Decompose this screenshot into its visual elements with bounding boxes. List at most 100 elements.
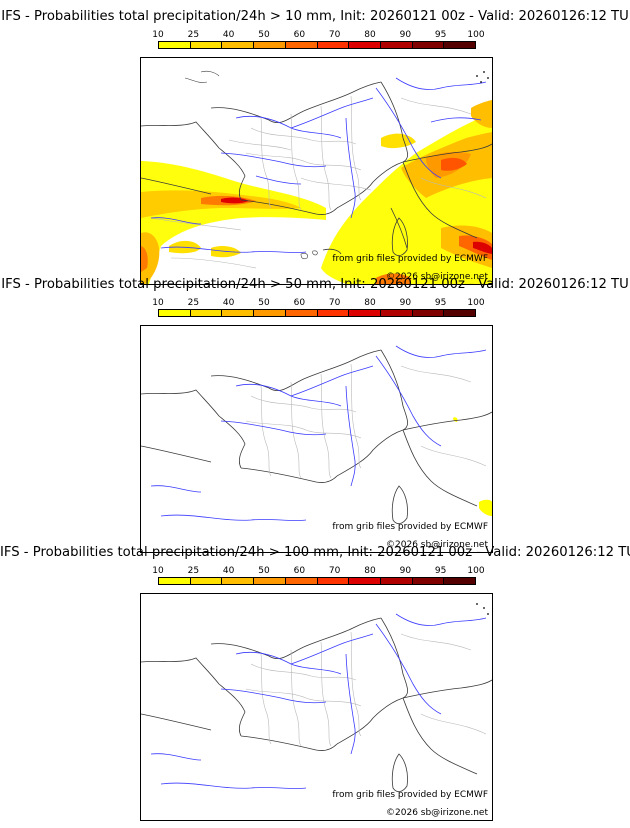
legend-swatch bbox=[444, 42, 476, 48]
legend-swatch bbox=[444, 310, 476, 316]
forecast-map bbox=[141, 603, 492, 792]
legend-tick-label: 95 bbox=[434, 298, 447, 308]
legend-tick-label: 80 bbox=[364, 298, 376, 308]
legend-tick-label: 50 bbox=[258, 30, 270, 40]
legend-tick-label: 80 bbox=[364, 30, 376, 40]
legend-swatch bbox=[349, 578, 381, 584]
legend-tick-labels: 10 25 40 50 60 70 80 90 95 100 bbox=[152, 298, 484, 308]
country-borders bbox=[141, 81, 492, 256]
country-borders bbox=[141, 617, 492, 792]
legend-tick-label: 100 bbox=[467, 298, 485, 308]
legend-tick-label: 40 bbox=[222, 566, 235, 576]
legend-swatch bbox=[317, 42, 350, 48]
forecast-map bbox=[141, 345, 492, 524]
legend-swatch bbox=[190, 42, 223, 48]
panel-100mm: IFS - Probabilities total precipitation/… bbox=[0, 545, 630, 821]
city-markers bbox=[476, 71, 489, 83]
legend-tick-label: 70 bbox=[328, 30, 341, 40]
legend-tick-label: 25 bbox=[187, 298, 200, 308]
admin-boundaries bbox=[245, 363, 487, 479]
legend-swatch bbox=[254, 310, 286, 316]
panel-50mm: IFS - Probabilities total precipitation/… bbox=[0, 277, 630, 553]
legend-tick-label: 80 bbox=[364, 566, 376, 576]
legend-tick-label: 70 bbox=[328, 298, 341, 308]
admin-boundaries bbox=[150, 95, 487, 269]
legend-swatch bbox=[222, 42, 255, 48]
legend-swatch bbox=[159, 42, 191, 48]
rivers bbox=[150, 77, 487, 253]
copyright-credit: ©2026 sb@irizone.net bbox=[386, 540, 488, 550]
legend-tick-label: 50 bbox=[258, 566, 270, 576]
map-frame: from grib files provided by ECMWF ©2026 … bbox=[140, 325, 493, 553]
legend-tick-label: 50 bbox=[258, 298, 270, 308]
legend-swatch bbox=[190, 310, 223, 316]
legend-swatch bbox=[412, 310, 445, 316]
legend-swatch bbox=[412, 578, 445, 584]
legend-color-bar bbox=[158, 41, 476, 49]
rivers bbox=[150, 345, 487, 521]
country-borders bbox=[141, 349, 492, 524]
legend-swatch bbox=[285, 310, 318, 316]
legend-swatch bbox=[254, 42, 286, 48]
legend-swatch bbox=[380, 578, 413, 584]
legend-swatch bbox=[190, 578, 223, 584]
legend-swatch bbox=[159, 310, 191, 316]
probability-legend: 10 25 40 50 60 70 80 90 95 100 bbox=[152, 298, 485, 318]
probability-legend: 10 25 40 50 60 70 80 90 95 100 bbox=[152, 30, 485, 50]
legend-swatch bbox=[222, 578, 255, 584]
legend-tick-label: 25 bbox=[187, 30, 200, 40]
legend-tick-label: 25 bbox=[187, 566, 200, 576]
forecast-map bbox=[141, 70, 492, 284]
legend-tick-label: 90 bbox=[399, 298, 412, 308]
legend-tick-label: 60 bbox=[293, 566, 306, 576]
legend-swatch bbox=[380, 42, 413, 48]
legend-swatch bbox=[412, 42, 445, 48]
panel-title: IFS - Probabilities total precipitation/… bbox=[1, 9, 629, 24]
data-source-credit: from grib files provided by ECMWF bbox=[332, 522, 488, 532]
copyright-credit: ©2026 sb@irizone.net bbox=[386, 272, 488, 282]
legend-swatch bbox=[317, 310, 350, 316]
legend-swatch bbox=[349, 42, 381, 48]
legend-color-bar bbox=[158, 309, 476, 317]
legend-swatch bbox=[285, 42, 318, 48]
legend-tick-label: 60 bbox=[293, 30, 306, 40]
legend-swatch bbox=[285, 578, 318, 584]
admin-boundaries bbox=[245, 631, 487, 747]
city-markers bbox=[476, 603, 489, 615]
map-frame: from grib files provided by ECMWF ©2026 … bbox=[140, 593, 493, 821]
legend-tick-label: 90 bbox=[399, 30, 412, 40]
legend-color-bar bbox=[158, 577, 476, 585]
precipitation-probability-overlay bbox=[453, 417, 492, 516]
map-frame: from grib files provided by ECMWF ©2026 … bbox=[140, 57, 493, 285]
copyright-credit: ©2026 sb@irizone.net bbox=[386, 808, 488, 818]
legend-swatch bbox=[222, 310, 255, 316]
data-source-credit: from grib files provided by ECMWF bbox=[332, 790, 488, 800]
legend-tick-label: 100 bbox=[467, 30, 485, 40]
legend-tick-label: 60 bbox=[293, 298, 306, 308]
legend-swatch bbox=[159, 578, 191, 584]
legend-tick-label: 90 bbox=[399, 566, 412, 576]
legend-tick-label: 10 bbox=[152, 30, 164, 40]
coastline-details bbox=[184, 70, 318, 260]
legend-swatch bbox=[254, 578, 286, 584]
legend-tick-labels: 10 25 40 50 60 70 80 90 95 100 bbox=[152, 30, 484, 40]
legend-swatch bbox=[349, 310, 381, 316]
legend-tick-label: 95 bbox=[434, 566, 447, 576]
rivers bbox=[150, 613, 487, 789]
legend-tick-labels: 10 25 40 50 60 70 80 90 95 100 bbox=[152, 566, 484, 576]
legend-tick-label: 95 bbox=[434, 30, 447, 40]
panel-title: IFS - Probabilities total precipitation/… bbox=[0, 545, 630, 560]
panel-title: IFS - Probabilities total precipitation/… bbox=[1, 277, 629, 292]
legend-tick-label: 10 bbox=[152, 566, 164, 576]
legend-tick-label: 10 bbox=[152, 298, 164, 308]
legend-tick-label: 40 bbox=[222, 30, 235, 40]
probability-legend: 10 25 40 50 60 70 80 90 95 100 bbox=[152, 566, 485, 586]
legend-swatch bbox=[317, 578, 350, 584]
data-source-credit: from grib files provided by ECMWF bbox=[332, 254, 488, 264]
legend-tick-label: 70 bbox=[328, 566, 341, 576]
legend-swatch bbox=[444, 578, 476, 584]
legend-tick-label: 100 bbox=[467, 566, 485, 576]
panel-10mm: IFS - Probabilities total precipitation/… bbox=[0, 9, 630, 285]
legend-tick-label: 40 bbox=[222, 298, 235, 308]
legend-swatch bbox=[380, 310, 413, 316]
